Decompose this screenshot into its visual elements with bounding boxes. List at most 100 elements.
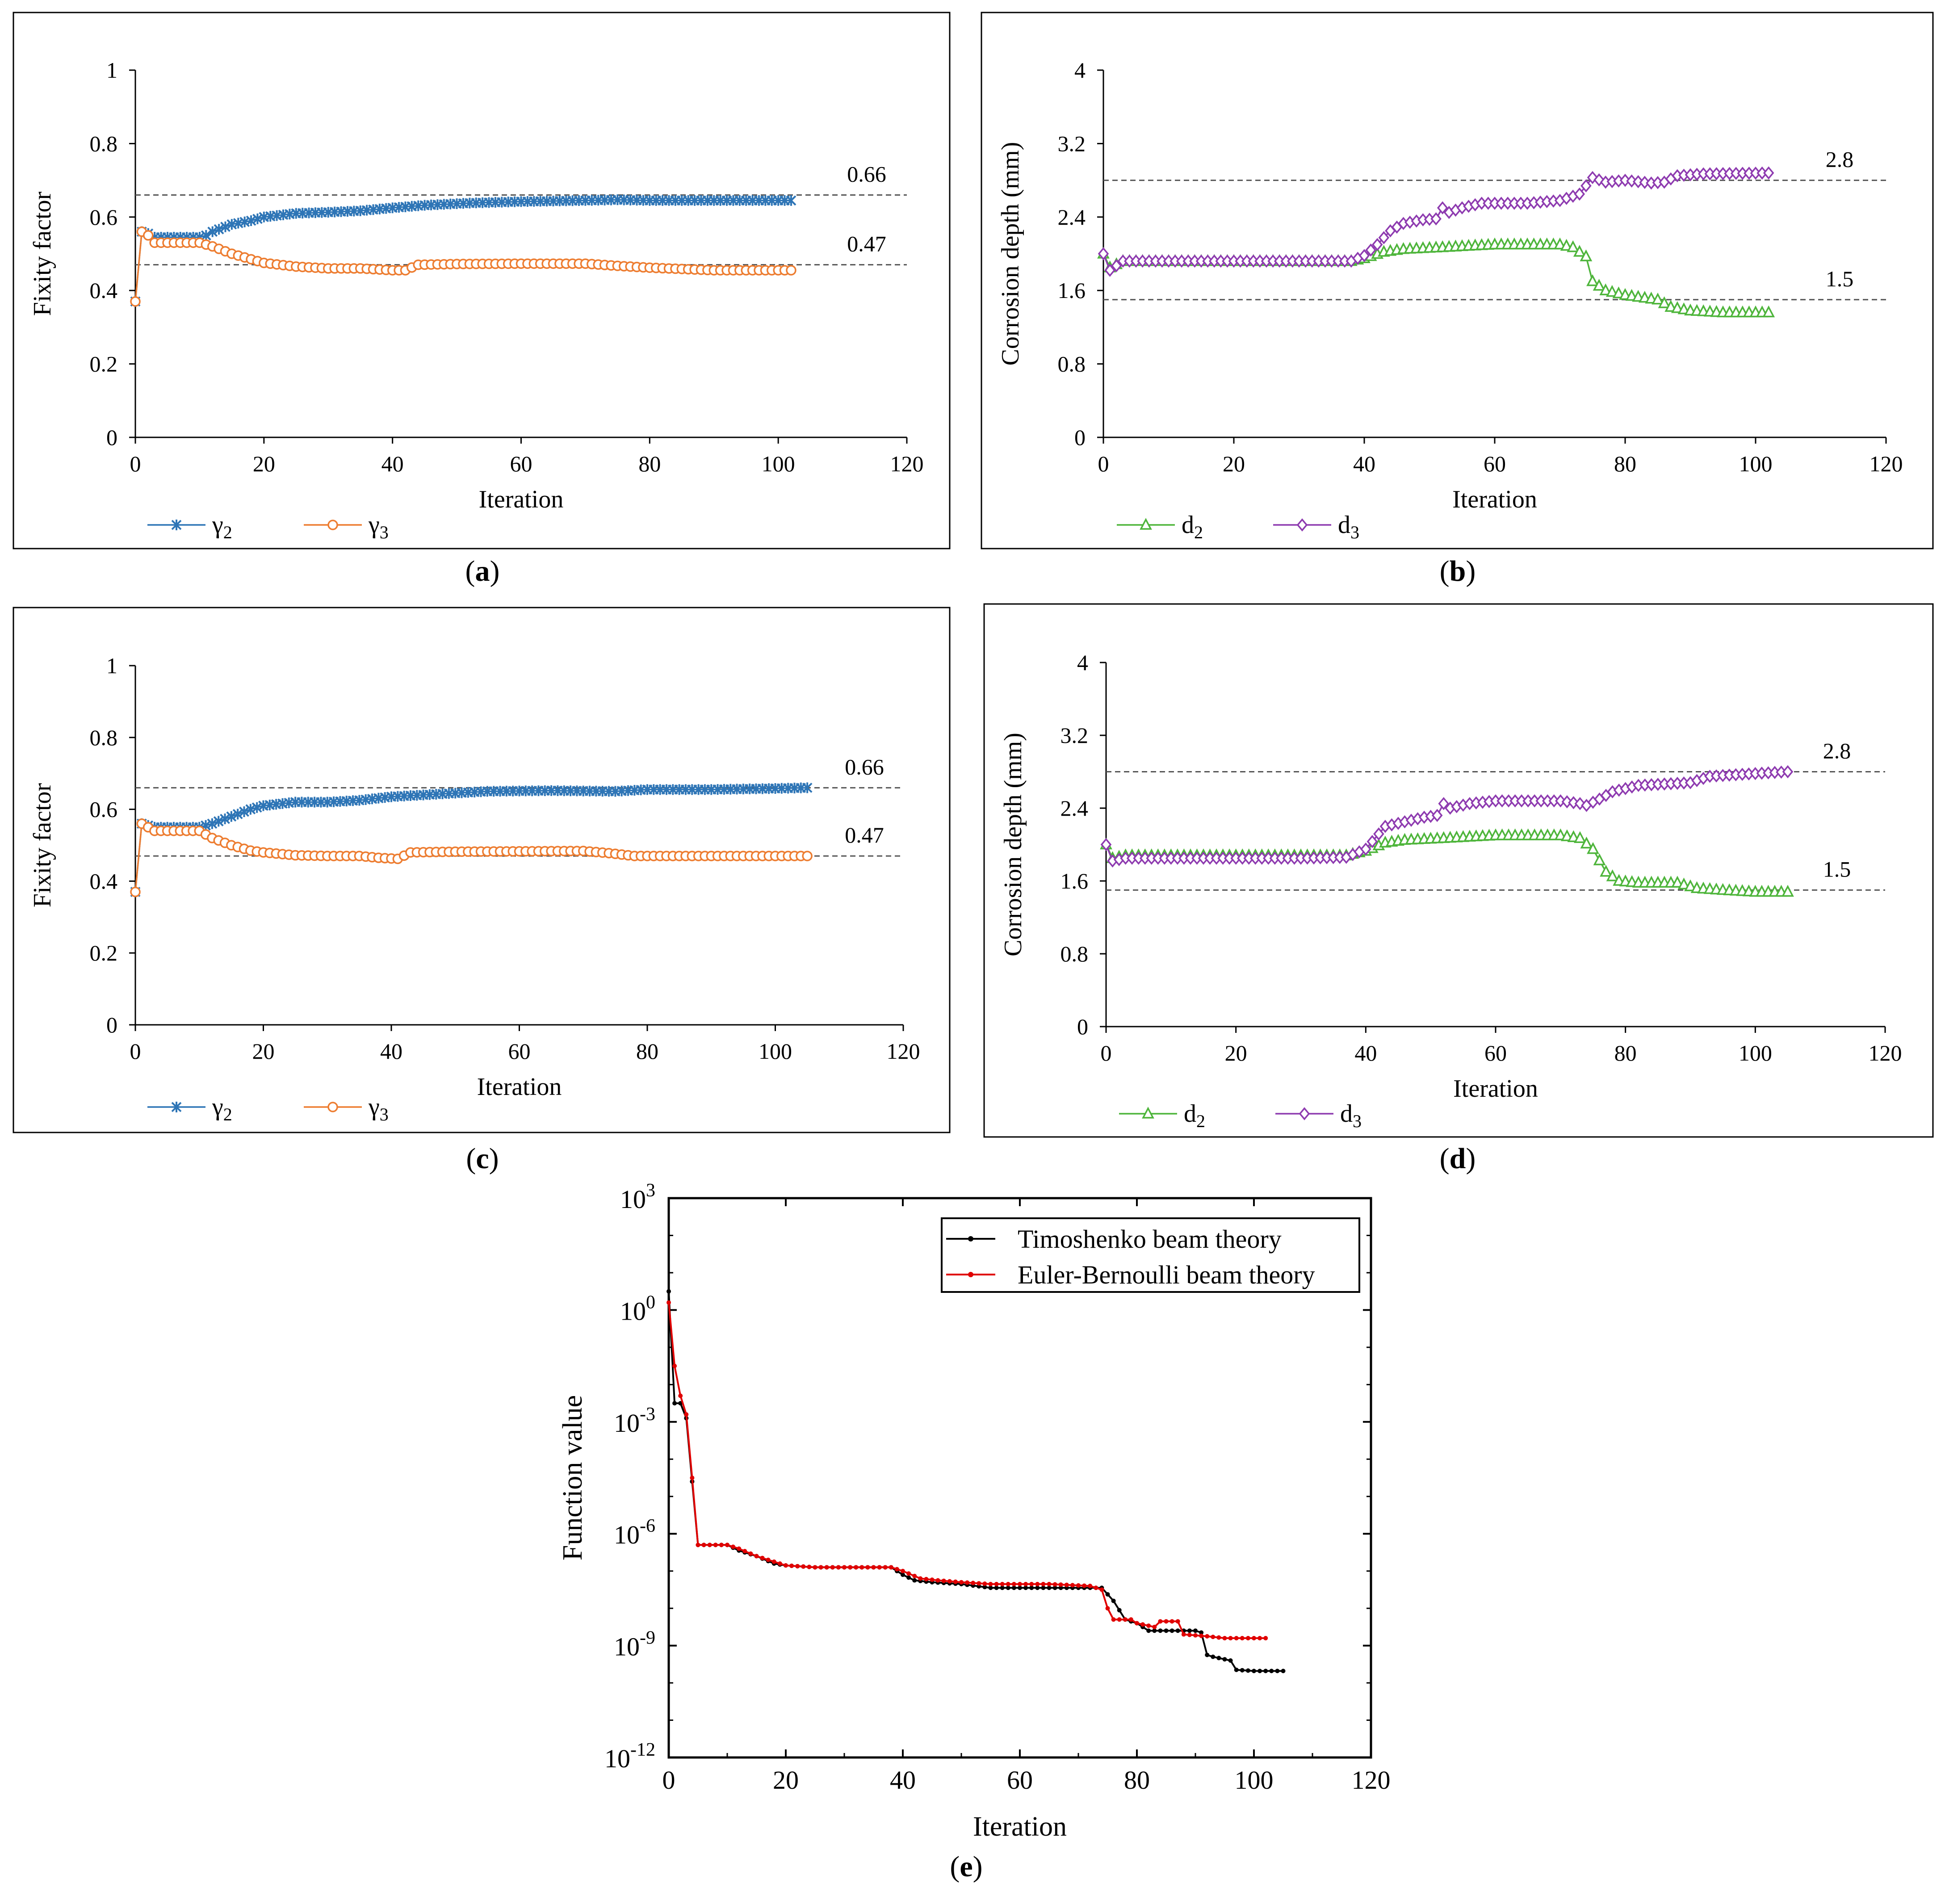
data-point bbox=[1605, 285, 1618, 297]
reference-line-label: 2.8 bbox=[1826, 147, 1854, 172]
x-axis-label: Iteration bbox=[1453, 1075, 1538, 1103]
data-point bbox=[1365, 243, 1376, 257]
data-point bbox=[1041, 1581, 1046, 1586]
series-d3 bbox=[1100, 765, 1794, 868]
data-point bbox=[859, 1565, 864, 1570]
reference-line-label: 0.47 bbox=[845, 822, 884, 847]
data-point bbox=[994, 1581, 999, 1586]
data-point bbox=[666, 1300, 671, 1305]
data-point bbox=[1234, 1636, 1239, 1640]
y-tick-label: 0.2 bbox=[90, 940, 118, 965]
data-point bbox=[1111, 259, 1122, 273]
data-point bbox=[1228, 1636, 1233, 1640]
data-point bbox=[1047, 1581, 1052, 1586]
data-point bbox=[1586, 274, 1599, 286]
series-d2 bbox=[1097, 237, 1775, 318]
y-tick-label: 100 bbox=[620, 1292, 655, 1325]
x-tick-label: 100 bbox=[1739, 451, 1773, 476]
legend-item: γ3 bbox=[304, 1093, 389, 1124]
data-point bbox=[1205, 1652, 1210, 1657]
data-point bbox=[207, 226, 218, 237]
data-point bbox=[1099, 1587, 1104, 1592]
x-tick-label: 60 bbox=[1484, 1040, 1507, 1065]
data-point bbox=[1762, 305, 1775, 318]
y-tick-label: 0.6 bbox=[90, 205, 118, 230]
data-point bbox=[1626, 174, 1637, 188]
data-point bbox=[883, 1565, 888, 1570]
data-point bbox=[1146, 1623, 1151, 1628]
panel-b: 0 20 40 60 80 100 120 0 0.8 1.6 2.4 3.2 4 Iteration Co… bbox=[981, 12, 1934, 587]
data-point bbox=[220, 221, 231, 232]
data-point bbox=[1593, 279, 1605, 291]
data-point bbox=[1574, 831, 1586, 843]
data-point bbox=[696, 1543, 700, 1548]
data-point bbox=[865, 1565, 870, 1570]
y-axis-label: Corrosion depth (mm) bbox=[997, 142, 1024, 366]
data-point bbox=[130, 886, 141, 897]
series-line bbox=[134, 787, 808, 892]
y-tick-label: 2.4 bbox=[1061, 796, 1089, 821]
data-point bbox=[912, 1573, 917, 1578]
x-tick-label: 40 bbox=[890, 1766, 916, 1795]
reference-line-label: 0.47 bbox=[847, 231, 886, 256]
data-point bbox=[725, 1543, 729, 1548]
data-point bbox=[786, 265, 796, 276]
data-point bbox=[1258, 1669, 1262, 1673]
panel-frame bbox=[981, 12, 1934, 549]
data-point bbox=[766, 1557, 771, 1562]
data-point bbox=[1555, 794, 1566, 808]
data-point bbox=[1052, 1585, 1057, 1590]
data-point bbox=[994, 1585, 999, 1590]
data-point bbox=[701, 1543, 706, 1548]
data-point bbox=[1222, 1657, 1227, 1662]
data-point bbox=[807, 1564, 812, 1569]
data-point bbox=[813, 1565, 817, 1570]
data-point bbox=[1211, 1635, 1216, 1640]
data-point bbox=[1252, 1669, 1256, 1673]
data-point bbox=[737, 1546, 742, 1551]
y-tick-label: 0.4 bbox=[90, 278, 118, 303]
data-point bbox=[1560, 239, 1573, 251]
x-tick-label: 120 bbox=[890, 451, 924, 476]
data-point bbox=[252, 213, 263, 224]
x-tick-label: 0 bbox=[662, 1766, 675, 1795]
data-point bbox=[1437, 201, 1448, 214]
y-tick-label: 0.8 bbox=[1058, 352, 1086, 377]
x-tick-label: 80 bbox=[638, 451, 661, 476]
data-point bbox=[912, 1578, 917, 1583]
legend-item: γ2 bbox=[147, 511, 232, 542]
legend-marker bbox=[1299, 1107, 1310, 1120]
y-tick-label: 3.2 bbox=[1058, 131, 1086, 156]
data-point bbox=[1600, 864, 1612, 877]
data-point bbox=[1070, 1583, 1075, 1588]
data-point bbox=[1000, 1585, 1005, 1590]
data-point bbox=[1006, 1585, 1010, 1590]
data-point bbox=[1245, 1636, 1250, 1640]
data-point bbox=[894, 1567, 899, 1572]
series-line bbox=[1102, 243, 1769, 314]
data-point bbox=[1181, 1632, 1186, 1637]
data-point bbox=[1123, 1617, 1128, 1622]
legend-item: d3 bbox=[1275, 1100, 1362, 1131]
data-point bbox=[924, 1577, 929, 1581]
data-point bbox=[1211, 1654, 1216, 1659]
data-point bbox=[1064, 1582, 1069, 1587]
data-point bbox=[1269, 1669, 1274, 1673]
y-tick-label: 0.8 bbox=[90, 725, 118, 750]
data-point bbox=[742, 1549, 747, 1554]
legend-marker bbox=[968, 1236, 973, 1241]
data-point bbox=[906, 1571, 911, 1576]
data-point bbox=[1431, 809, 1443, 822]
series-euler-bernoulli-beam-theory bbox=[666, 1300, 1268, 1640]
data-point bbox=[947, 1579, 952, 1584]
x-tick-label: 100 bbox=[759, 1039, 792, 1064]
x-tick-label: 40 bbox=[380, 1039, 402, 1064]
data-point bbox=[1619, 173, 1631, 187]
panel-frame bbox=[983, 603, 1934, 1138]
data-point bbox=[1240, 1668, 1245, 1673]
data-point bbox=[672, 1401, 677, 1406]
data-point bbox=[941, 1578, 946, 1583]
data-point bbox=[784, 1563, 788, 1568]
x-tick-label: 40 bbox=[1354, 1040, 1377, 1065]
data-point bbox=[1652, 292, 1664, 305]
